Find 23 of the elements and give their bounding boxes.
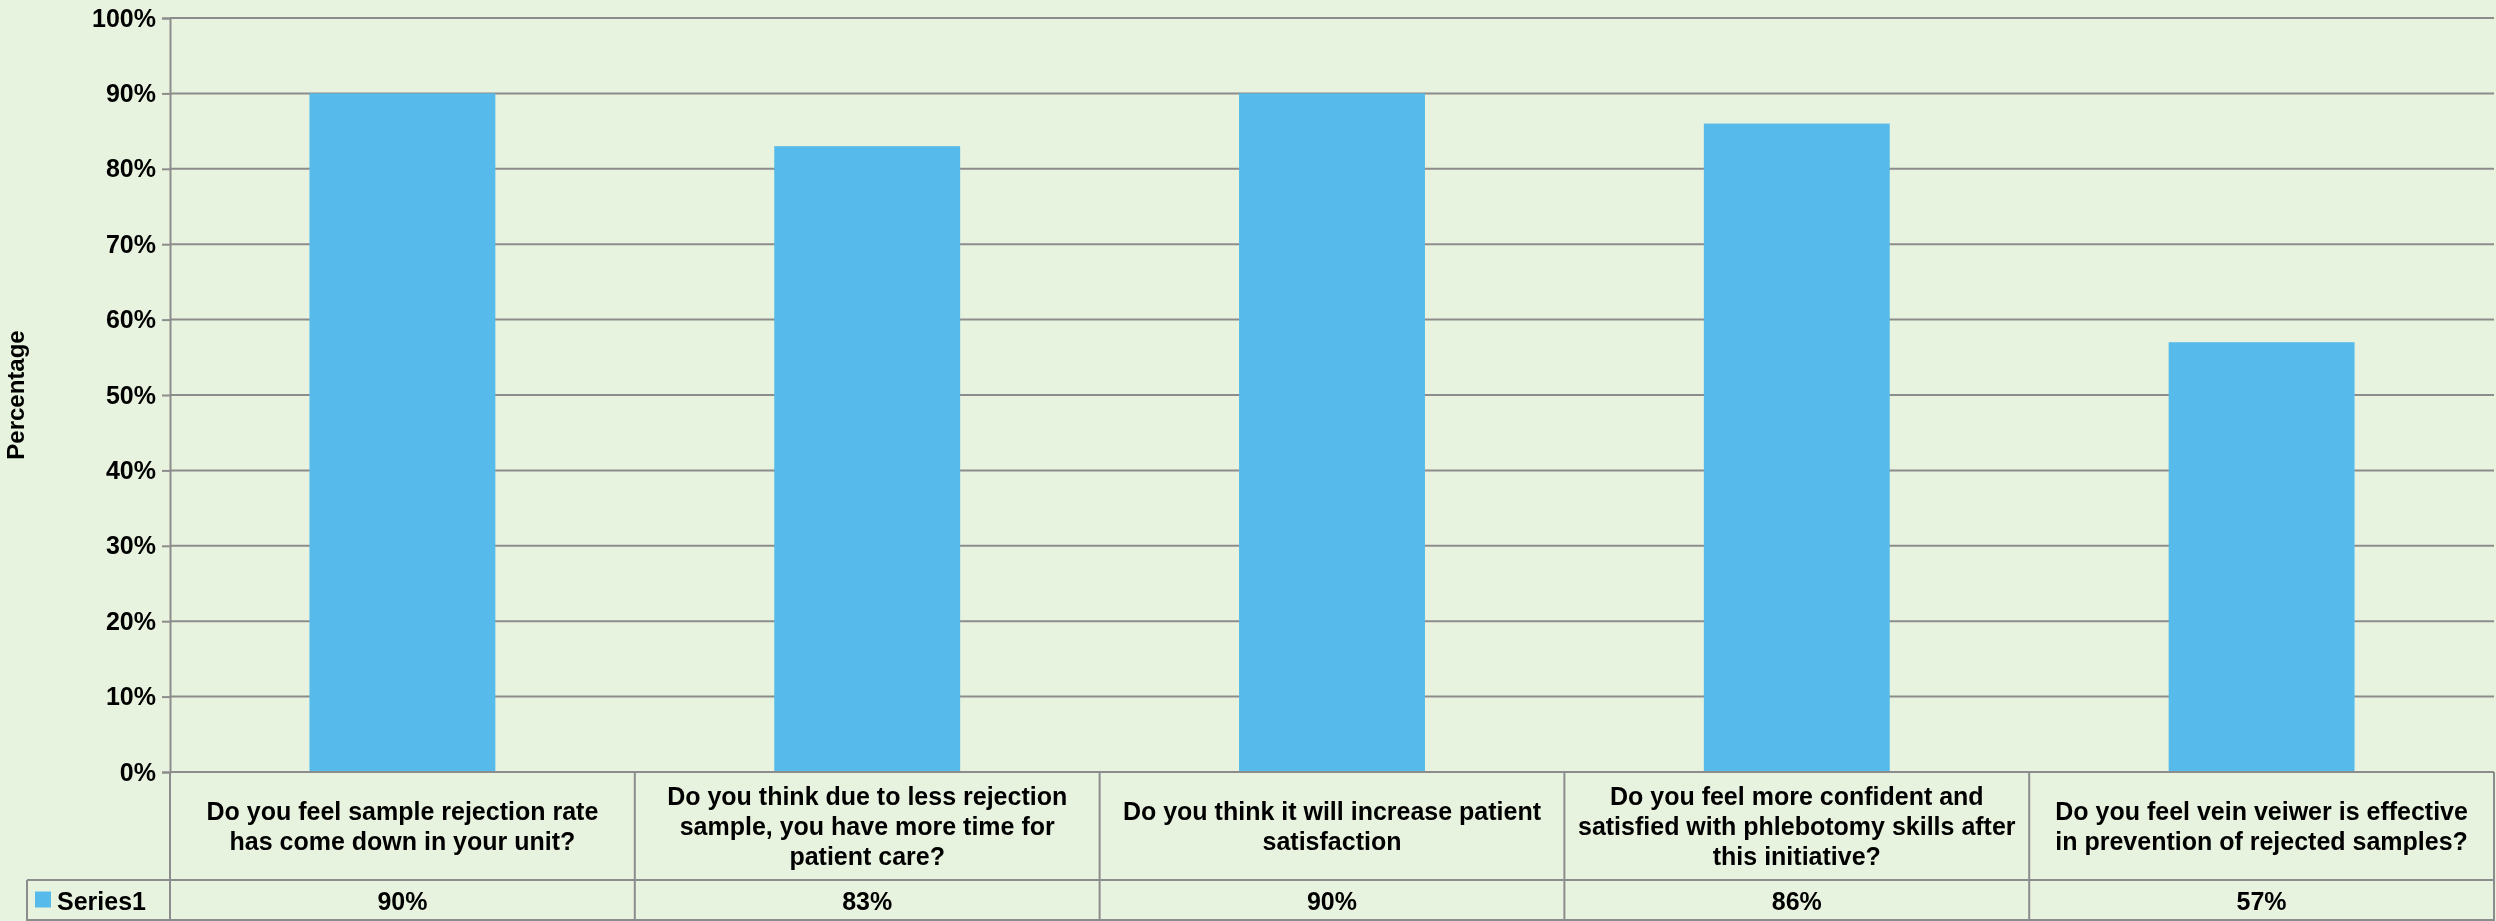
- y-tick-label: 30%: [105, 531, 156, 560]
- text: 57%: [2236, 886, 2287, 915]
- y-tick-label: 20%: [105, 606, 156, 635]
- x-tick-label: Do you feel vein veiwer is effective in prevention of rejected samples?: [2055, 797, 2469, 855]
- text: 83%: [842, 886, 893, 915]
- x-tick-label: Do you feel more confident and satisfied with phlebotomy skills after this initiative?: [1578, 782, 2016, 870]
- y-tick-label: 40%: [105, 455, 156, 484]
- text: 90%: [377, 886, 428, 915]
- y-axis-title: Percentage: [2, 330, 29, 460]
- y-tick-label: 50%: [105, 380, 156, 409]
- y-tick-label: 0%: [119, 757, 156, 786]
- y-tick-label: 80%: [105, 154, 156, 183]
- x-tick-label: Do you think it will increase patient satisfaction: [1122, 797, 1542, 855]
- y-tick-label: 90%: [105, 78, 156, 107]
- y-tick-label: 10%: [105, 682, 156, 711]
- legend-label: Series1: [57, 886, 147, 915]
- text: 86%: [1771, 886, 1822, 915]
- y-tick-label: 60%: [105, 305, 156, 334]
- x-tick-label: Do you think due to less rejection sample, you have more time for patient care?: [667, 782, 1068, 870]
- y-tick-label: 70%: [105, 229, 156, 258]
- text: 90%: [1306, 886, 1358, 915]
- x-tick-label: Do you feel sample rejection rate has come down in your unit?: [206, 797, 599, 855]
- y-tick-label: 100%: [92, 3, 156, 32]
